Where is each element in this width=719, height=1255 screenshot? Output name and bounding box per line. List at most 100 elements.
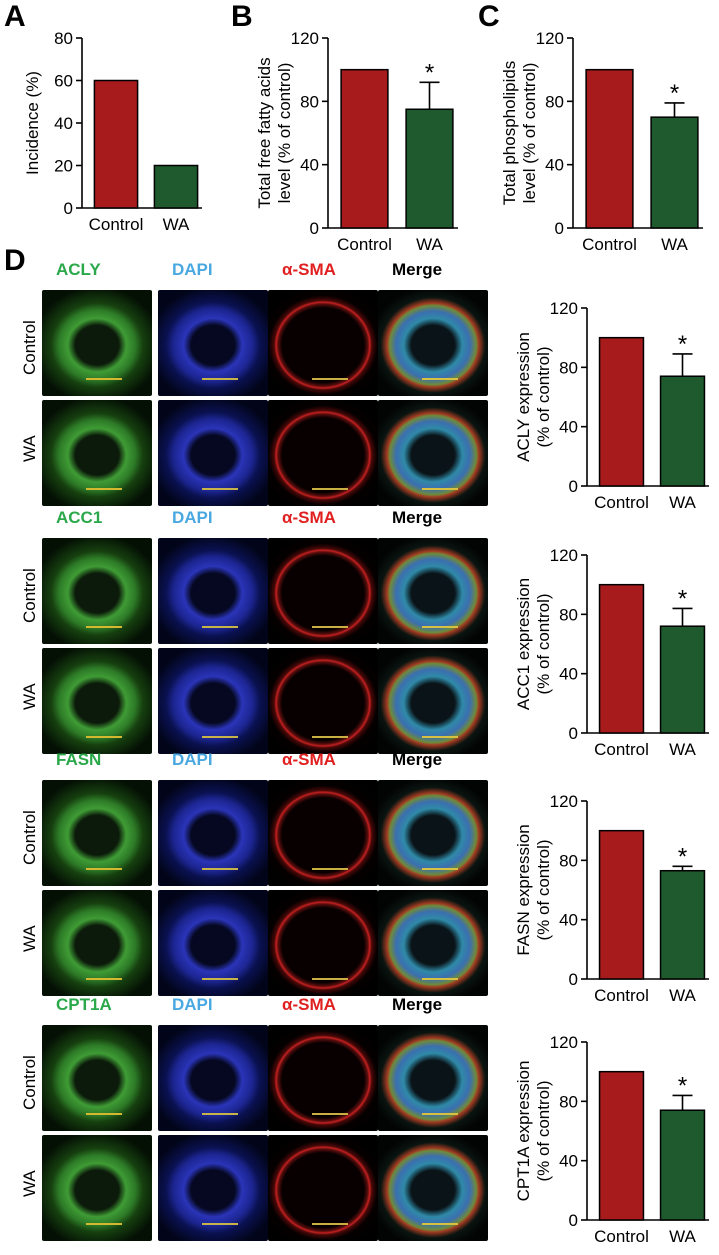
acly-category-label: Control — [594, 493, 649, 512]
micrograph-image — [268, 648, 378, 754]
micrograph-image — [42, 538, 152, 644]
fasn-y-tick-label: 40 — [559, 911, 578, 930]
c-y-tick-label: 120 — [536, 29, 564, 48]
micrograph-image — [378, 538, 488, 644]
fasn-y-tick-label: 120 — [550, 792, 578, 811]
fasn-category-label: WA — [669, 986, 696, 1005]
scale-bar — [312, 1113, 348, 1115]
fasn-y-axis-label: FASN expression — [514, 824, 533, 955]
micrograph-image — [268, 780, 378, 886]
a-category-label: WA — [163, 215, 190, 234]
micrograph-header-merge: Merge — [392, 750, 443, 769]
micrograph-image — [268, 290, 378, 396]
scale-bar — [202, 378, 238, 380]
panel-letter-c: C — [478, 0, 500, 33]
cpt1a-significance-marker: * — [678, 1072, 687, 1099]
free-fatty-acids-bar-chart: 0 40 80 120 Control * WA Total free fatty acids… — [255, 29, 458, 254]
micrograph-image — [158, 1135, 268, 1241]
scale-bar — [202, 488, 238, 490]
micrograph-row-label: WA — [20, 683, 39, 711]
acly-y-axis-label: ACLY expression — [514, 332, 533, 462]
c-y-tick-label: 0 — [555, 219, 564, 238]
acly-category-label: WA — [669, 493, 696, 512]
scale-bar — [86, 868, 122, 870]
micrograph-image — [268, 400, 378, 506]
acc1-y-axis-label: ACC1 expression — [514, 578, 533, 710]
scale-bar — [202, 1113, 238, 1115]
a-y-axis-label: Incidence (%) — [23, 71, 42, 175]
micrograph-image — [42, 1135, 152, 1241]
acly-y-tick-label: 40 — [559, 418, 578, 437]
scale-bar — [86, 378, 122, 380]
scale-bar — [422, 978, 458, 980]
micrograph-image — [158, 780, 268, 886]
b-y-axis-label: Total free fatty acids — [255, 57, 274, 208]
micrograph-header-marker: FASN — [56, 750, 102, 769]
micrograph-image — [268, 890, 378, 996]
micrograph-image — [42, 1025, 152, 1131]
micrograph-header-dapi: DAPI — [172, 508, 213, 527]
micrograph-image — [268, 1135, 378, 1241]
micrograph-row-label: Control — [20, 810, 39, 866]
fasn-y-axis-label-line2: (% of control) — [534, 839, 553, 940]
b-bar-wa — [405, 108, 454, 229]
b-y-tick-label: 80 — [300, 92, 319, 111]
scale-bar — [422, 378, 458, 380]
acc1-category-label: WA — [669, 740, 696, 759]
a-bar-control — [93, 79, 139, 209]
fasn-bar-wa — [659, 869, 706, 980]
micrograph-image — [268, 1025, 378, 1131]
micrograph-header-merge: Merge — [392, 508, 443, 527]
scale-bar — [86, 736, 122, 738]
fasn-significance-marker: * — [678, 843, 687, 870]
scale-bar — [86, 1113, 122, 1115]
micrograph-header-marker: ACLY — [56, 260, 101, 279]
acc1-y-tick-label: 40 — [559, 665, 578, 684]
scale-bar — [86, 1223, 122, 1225]
panel-letter-b: B — [231, 0, 253, 33]
c-bar-control — [585, 68, 634, 229]
micrograph-row-label: WA — [20, 1170, 39, 1198]
acly-y-axis-label-line2: (% of control) — [534, 346, 553, 447]
scale-bar — [312, 1223, 348, 1225]
scale-bar — [202, 868, 238, 870]
cpt1a-category-label: WA — [669, 1227, 696, 1246]
b-bar-control — [340, 68, 389, 229]
micrograph-image — [158, 538, 268, 644]
micrograph-row-label: Control — [20, 320, 39, 376]
a-y-tick-label: 20 — [54, 157, 73, 176]
panel-letter-d: D — [4, 244, 26, 277]
micrograph-row-label: WA — [20, 435, 39, 463]
micrograph-header-merge: Merge — [392, 995, 443, 1014]
scale-bar — [422, 1223, 458, 1225]
micrograph-header-marker: ACC1 — [56, 508, 103, 527]
acly-significance-marker: * — [678, 331, 687, 358]
a-y-tick-label: 80 — [54, 29, 73, 48]
micrograph-row-label: Control — [20, 1055, 39, 1111]
cpt1a-bar-wa — [659, 1109, 706, 1221]
scale-bar — [312, 626, 348, 628]
micrograph-image — [378, 890, 488, 996]
c-y-axis-label-line2: level (% of control) — [520, 63, 539, 204]
micrograph-header-sma: α-SMA — [282, 750, 336, 769]
b-y-tick-label: 120 — [291, 29, 319, 48]
scale-bar — [86, 978, 122, 980]
acc1-expression-bar-chart: 0 40 80 120 Control * WA ACC1 expression (% of c… — [514, 546, 709, 759]
cpt1a-expression-bar-chart: 0 40 80 120 Control * WA CPT1A expression (% of … — [514, 1033, 709, 1246]
b-category-label: Control — [337, 235, 392, 254]
micrograph-image — [158, 648, 268, 754]
micrograph-image — [158, 890, 268, 996]
micrograph-row-label: Control — [20, 568, 39, 624]
scale-bar — [202, 978, 238, 980]
micrograph-header-sma: α-SMA — [282, 508, 336, 527]
c-bar-wa — [650, 116, 699, 229]
scale-bar — [86, 488, 122, 490]
b-y-axis-label-line2: level (% of control) — [275, 63, 294, 204]
fasn-y-tick-label: 0 — [569, 970, 578, 989]
micrograph-image — [378, 1025, 488, 1131]
micrograph-image — [268, 538, 378, 644]
acly-bar-wa — [659, 375, 706, 487]
acc1-bar-control — [598, 583, 645, 734]
acc1-y-tick-label: 120 — [550, 546, 578, 565]
acc1-bar-wa — [659, 625, 706, 734]
